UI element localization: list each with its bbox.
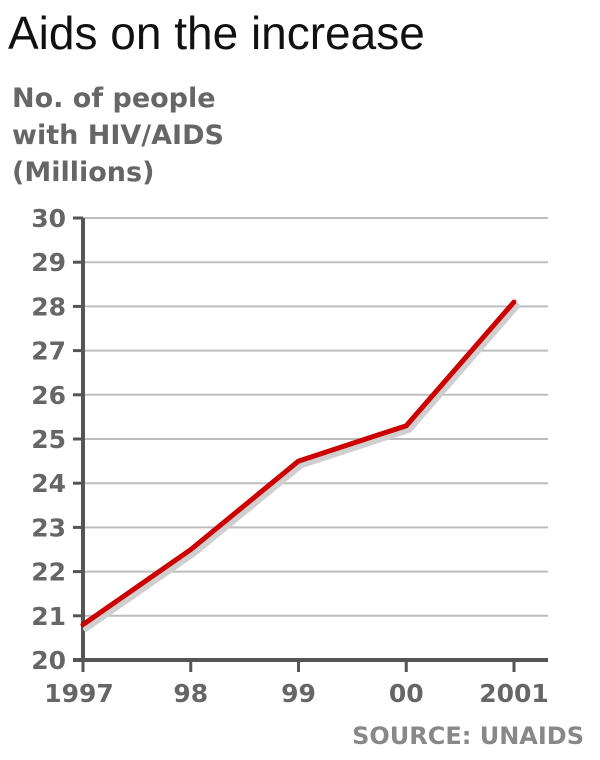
y-axis-label: No. of people with HIV/AIDS (Millions) <box>12 80 224 191</box>
y-axis-label-line-3: (Millions) <box>12 157 155 188</box>
x-tick-label-00: 00 <box>389 679 424 708</box>
y-tick-label-22: 22 <box>31 558 66 587</box>
y-tick-label-23: 23 <box>31 513 66 542</box>
gridlines <box>83 217 548 617</box>
axes <box>73 216 548 672</box>
y-tick-label-28: 28 <box>31 292 66 321</box>
y-tick-label-26: 26 <box>31 381 66 410</box>
y-axis-label-line-1: No. of people <box>12 83 216 114</box>
x-tick-label-99: 99 <box>281 679 316 708</box>
series-lines <box>80 299 520 632</box>
y-tick-label-20: 20 <box>31 646 66 675</box>
y-tick-label-30: 30 <box>31 204 66 233</box>
y-tick-label-27: 27 <box>31 337 66 366</box>
series-0-shadow <box>83 303 520 632</box>
y-tick-label-21: 21 <box>31 602 66 631</box>
x-tick-label-98: 98 <box>173 679 208 708</box>
y-tick-label-29: 29 <box>31 248 66 277</box>
y-tick-labels: 20 21 22 23 24 25 26 27 28 29 30 <box>31 204 66 675</box>
source-note: SOURCE: UNAIDS <box>352 722 584 750</box>
y-tick-label-24: 24 <box>31 469 66 498</box>
x-tick-labels: 1997 98 99 00 2001 <box>44 679 549 708</box>
y-tick-label-25: 25 <box>31 425 66 454</box>
chart-title: Aids on the increase <box>8 7 425 59</box>
y-axis-label-line-2: with HIV/AIDS <box>12 120 224 151</box>
series-0-line <box>80 299 517 628</box>
x-tick-label-2001: 2001 <box>479 679 549 708</box>
x-tick-label-1997: 1997 <box>44 679 114 708</box>
